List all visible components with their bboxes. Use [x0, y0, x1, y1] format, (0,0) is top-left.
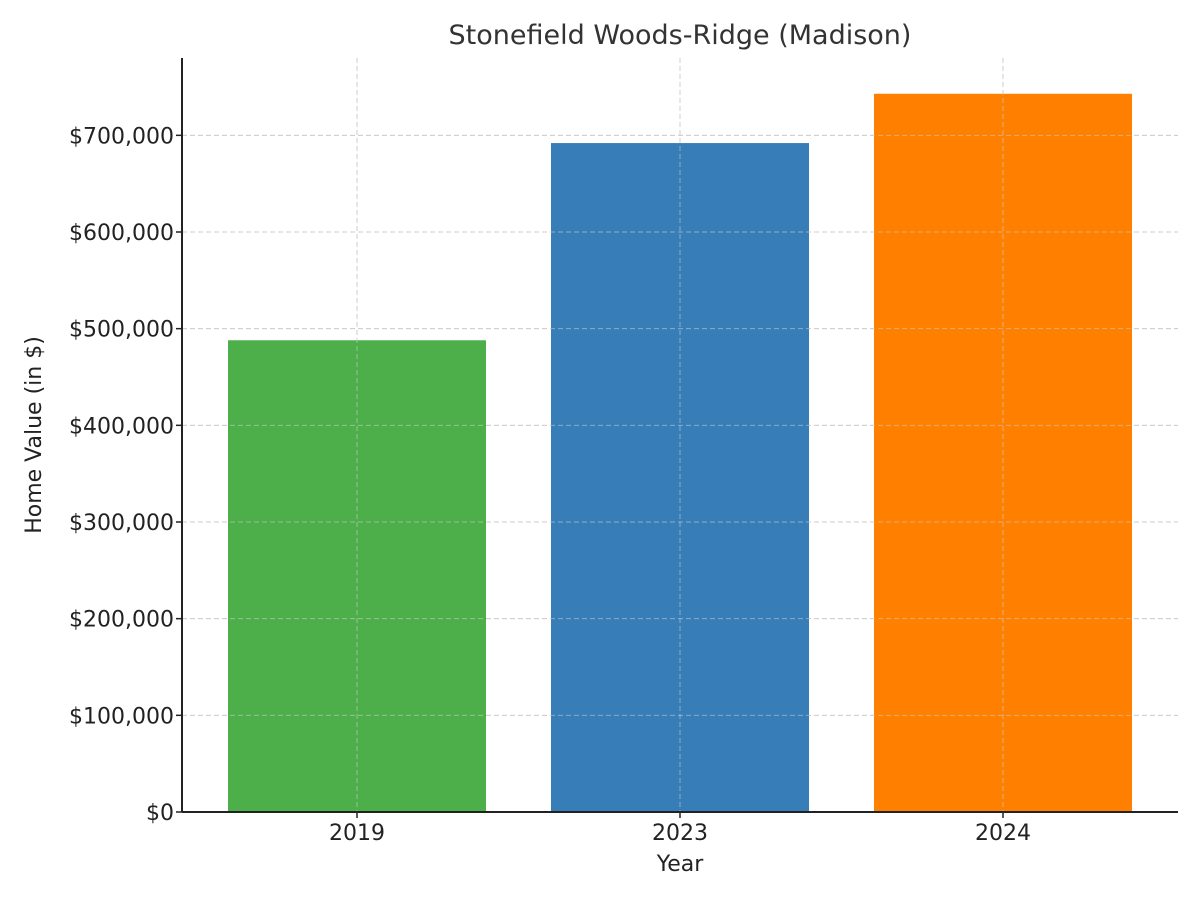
y-tick-label: $0: [146, 801, 174, 826]
y-tick-label: $200,000: [69, 608, 174, 633]
y-tick-label: $600,000: [69, 221, 174, 246]
x-tick-label: 2024: [975, 821, 1031, 846]
chart-title: Stonefield Woods-Ridge (Madison): [449, 20, 912, 51]
y-tick-label: $700,000: [69, 124, 174, 149]
y-tick-label: $300,000: [69, 511, 174, 536]
x-tick-label: 2023: [652, 821, 708, 846]
bars: [182, 58, 1178, 813]
y-tick-label: $400,000: [69, 414, 174, 439]
y-ticks: $0 $100,000 $200,000 $300,000 $400,000 $500,0…: [69, 124, 182, 826]
x-axis-label: Year: [656, 852, 705, 877]
x-tick-label: 2019: [329, 821, 385, 846]
y-tick-label: $500,000: [69, 318, 174, 343]
x-ticks: 2019 2023 2024: [329, 812, 1031, 846]
y-axis-label: Home Value (in $): [22, 336, 47, 534]
y-tick-label: $100,000: [69, 704, 174, 729]
